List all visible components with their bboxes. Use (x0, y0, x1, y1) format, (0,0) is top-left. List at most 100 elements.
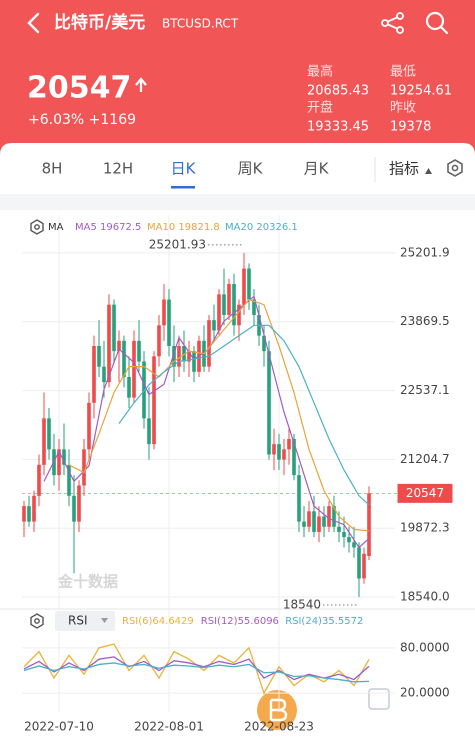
candle-body (237, 304, 241, 326)
candle-body (97, 345, 101, 367)
stat-label: 最高 (307, 64, 333, 80)
price: 20547 (27, 71, 131, 106)
candle-body (362, 553, 366, 579)
candle-body (307, 511, 311, 527)
period-tab[interactable]: 周K (238, 160, 264, 178)
candle-body (167, 299, 171, 346)
y-tick-label: 19872.3 (400, 521, 450, 535)
candle-body (162, 299, 166, 326)
candle-body (92, 345, 96, 403)
stat-label: 最低 (390, 65, 416, 80)
change: +6.03% +1169 (28, 112, 136, 128)
candle-body (47, 418, 51, 450)
fullscreen-button[interactable] (368, 688, 390, 710)
candle-body (327, 506, 331, 527)
rsi-caret (101, 618, 108, 623)
header-bg (0, 0, 475, 160)
x-tick-label: 2022-08-01 (134, 720, 204, 734)
page-title: 比特币/美元 (54, 12, 145, 33)
panel-top (0, 143, 475, 160)
candle-body (42, 418, 46, 465)
y-tick-label: 18540.0 (400, 590, 450, 604)
annotation: 25201.93 (149, 237, 206, 251)
stat-value: 19254.61 (390, 84, 452, 99)
period-tab[interactable]: 日K (171, 160, 197, 178)
candle-body (297, 475, 301, 522)
candle-body (217, 294, 221, 331)
period-tab[interactable]: 12H (103, 160, 133, 178)
y-tick-label: 80.0000 (400, 640, 450, 654)
up-arrow (135, 77, 147, 92)
candle-body (212, 320, 216, 331)
x-tick-label: 2022-08-23 (244, 720, 314, 734)
legend-entry: RSI(24)35.5572 (285, 616, 363, 627)
candle-body (342, 531, 346, 538)
stat-label: 开盘 (307, 100, 333, 116)
candle-body (357, 547, 361, 579)
indicator-button[interactable]: 指标 (389, 160, 419, 178)
candle-body (77, 485, 81, 522)
ma-line (43, 295, 370, 549)
candle-body (182, 345, 186, 362)
stat-value: 19378 (390, 120, 431, 135)
stat-label: 昨收 (390, 101, 416, 116)
symbol: BTCUSD.RCT (162, 17, 239, 31)
watermark: 金十数据 (57, 573, 118, 591)
candle-body (147, 418, 151, 445)
candle-body (177, 345, 181, 367)
indicator-caret (425, 168, 432, 174)
candle-body (242, 268, 246, 305)
candle-body (67, 464, 71, 496)
y-tick-label: 25201.9 (400, 245, 450, 259)
stat-value: 20685.43 (307, 84, 369, 99)
legend-title: RSI (68, 614, 88, 628)
tab-underline (171, 186, 195, 189)
candle-body (157, 325, 161, 357)
candle-body (57, 449, 61, 476)
separator (0, 194, 475, 210)
period-tab[interactable]: 8H (42, 160, 63, 178)
search-button[interactable] (425, 11, 449, 35)
legend-entry: RSI(6)64.6429 (122, 616, 194, 627)
candle-body (232, 284, 236, 326)
back-button[interactable] (27, 12, 40, 34)
candle-body (72, 495, 76, 522)
candle-body (22, 506, 26, 522)
candle-body (62, 449, 66, 465)
share-button[interactable] (381, 12, 404, 34)
y-tick-label: 22537.1 (400, 383, 450, 397)
candle-body (107, 304, 111, 383)
candle-body (282, 449, 286, 460)
candle-body (37, 464, 41, 496)
tab-bar (0, 159, 475, 194)
stat-value: 19333.45 (307, 120, 369, 135)
ma-settings[interactable] (30, 219, 44, 235)
rsi-line (23, 662, 370, 683)
candle-body (317, 516, 321, 532)
period-tab[interactable]: 月K (304, 160, 330, 178)
candle-body (337, 526, 341, 532)
rsi-selector[interactable] (55, 611, 115, 631)
candle-body (287, 438, 291, 450)
candle-body (267, 351, 271, 455)
candle-body (352, 542, 356, 548)
candle-body (247, 268, 251, 300)
rsi-settings[interactable] (30, 613, 44, 629)
candle-body (172, 345, 176, 367)
candle-body (252, 299, 256, 316)
legend-title: MA (48, 222, 64, 233)
candle-body (137, 340, 141, 362)
candle-body (132, 340, 136, 398)
candle-body (117, 340, 121, 352)
candle-body (187, 351, 191, 362)
x-tick-label: 2022-07-10 (24, 720, 94, 734)
legend-entry: MA5 19672.5 (75, 222, 141, 233)
candle-body (192, 351, 196, 372)
tab-settings[interactable] (447, 159, 463, 177)
candle-body (277, 444, 281, 460)
candle-body (302, 521, 306, 527)
candle-body (152, 356, 156, 445)
last-price-tag (397, 483, 453, 503)
candle-body (332, 506, 336, 527)
candle-body (102, 366, 106, 383)
